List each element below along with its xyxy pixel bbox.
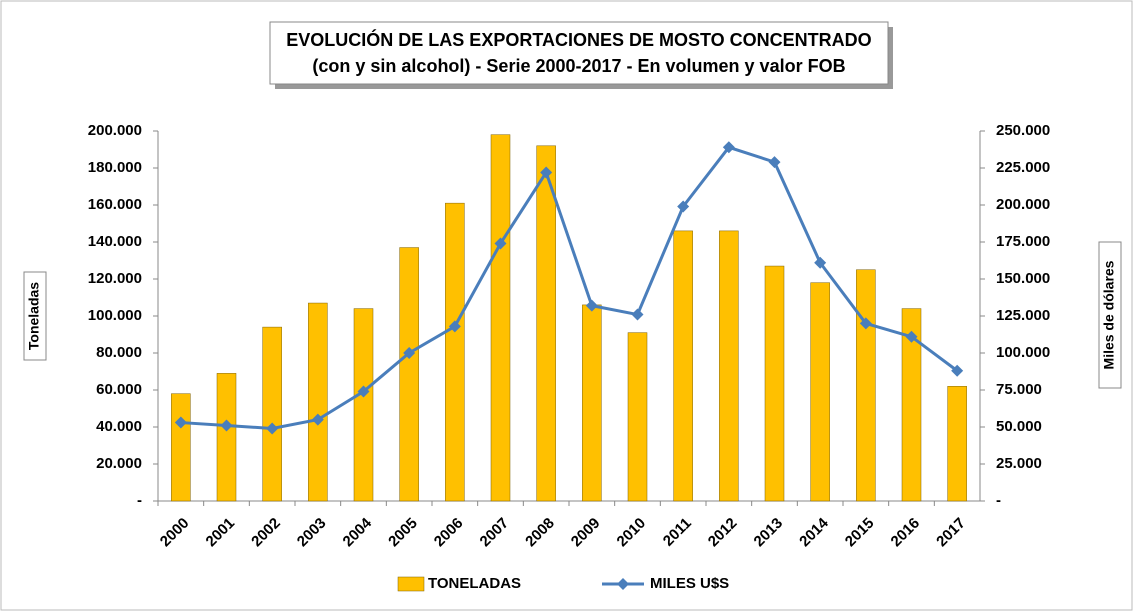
- bar: [627, 332, 648, 502]
- y2-label-box: [1098, 241, 1122, 389]
- marker: [494, 237, 507, 250]
- bar: [856, 269, 876, 502]
- marker: [951, 364, 964, 377]
- bar: [764, 265, 785, 502]
- marker: [768, 156, 781, 169]
- legend-swatch: [397, 576, 425, 592]
- bar: [490, 134, 511, 502]
- marker: [585, 299, 598, 312]
- marker: [266, 422, 279, 435]
- bar: [216, 373, 237, 502]
- bar: [353, 308, 374, 502]
- title-box: [269, 21, 889, 85]
- bar: [810, 282, 830, 502]
- bar: [262, 326, 282, 502]
- marker: [311, 413, 324, 426]
- y2-tick-label: 225.000: [996, 159, 1050, 176]
- line: [180, 145, 959, 430]
- y-tick-label: 120.000: [88, 270, 142, 287]
- chart-subtitle: (con y sin alcohol) - Serie 2000-2017 - …: [312, 56, 845, 76]
- y2-tick-label: 175.000: [996, 233, 1050, 250]
- marker: [220, 419, 233, 432]
- y2-tick-label: -: [996, 492, 1001, 509]
- bar: [171, 393, 191, 502]
- bar: [947, 386, 967, 502]
- y2-tick-label: 150.000: [996, 270, 1050, 287]
- y2-tick-label: 100.000: [996, 344, 1050, 361]
- y-tick-label: 140.000: [88, 233, 142, 250]
- y-label-box: [23, 271, 47, 361]
- y-tick-label: 100.000: [88, 307, 142, 324]
- bar: [445, 202, 465, 502]
- bar: [582, 304, 602, 502]
- marker: [631, 308, 644, 321]
- marker: [174, 416, 187, 429]
- y-tick-label: -: [137, 492, 142, 509]
- bar: [901, 308, 922, 502]
- marker: [722, 141, 735, 154]
- legend-marker: [617, 578, 629, 590]
- y2-tick-label: 75.000: [996, 381, 1042, 398]
- y2-tick-label: 200.000: [996, 196, 1050, 213]
- chart-title: EVOLUCIÓN DE LAS EXPORTACIONES DE MOSTO …: [286, 29, 871, 50]
- marker: [540, 166, 553, 179]
- marker: [814, 256, 827, 269]
- y-tick-label: 160.000: [88, 196, 142, 213]
- y2-tick-label: 50.000: [996, 418, 1042, 435]
- y-tick-label: 180.000: [88, 159, 142, 176]
- y-axis-label: Toneladas: [26, 282, 42, 350]
- y-tick-label: 60.000: [96, 381, 142, 398]
- bar: [308, 302, 328, 502]
- y-tick-label: 200.000: [88, 122, 142, 139]
- bar: [673, 230, 693, 502]
- y2-axis-label: Miles de dólares: [1101, 260, 1117, 369]
- marker: [403, 347, 416, 359]
- y2-tick-label: 250.000: [996, 122, 1050, 139]
- bar: [536, 145, 556, 502]
- marker: [677, 200, 690, 213]
- bar: [719, 230, 739, 502]
- legend-label: MILES U$S: [650, 575, 729, 592]
- legend-label: TONELADAS: [428, 575, 521, 592]
- bar: [399, 247, 419, 502]
- marker: [448, 320, 461, 333]
- y-tick-label: 80.000: [96, 344, 142, 361]
- y2-tick-label: 125.000: [996, 307, 1050, 324]
- y-tick-label: 40.000: [96, 418, 142, 435]
- marker: [859, 317, 872, 330]
- marker: [357, 385, 370, 398]
- y2-tick-label: 25.000: [996, 455, 1042, 472]
- marker: [905, 330, 918, 343]
- y-tick-label: 20.000: [96, 455, 142, 472]
